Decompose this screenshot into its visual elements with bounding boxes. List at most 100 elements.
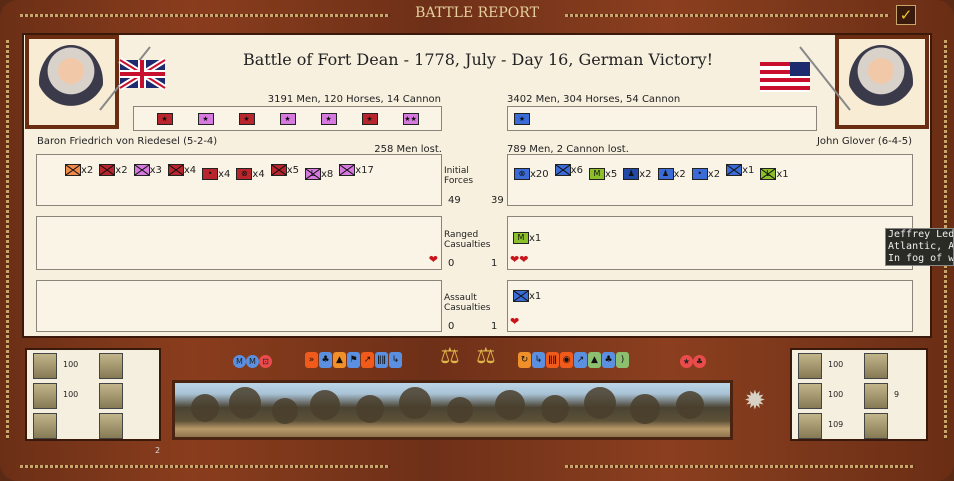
unit-icon[interactable]: ♟ xyxy=(623,168,640,180)
modifier-icon[interactable]: ↳ xyxy=(532,352,545,368)
left-initial-total: 49 xyxy=(448,195,461,206)
unit-icon[interactable] xyxy=(133,164,150,176)
unit-icon[interactable] xyxy=(167,164,184,176)
leader-icon[interactable]: ★ xyxy=(238,112,255,125)
unit-count: x2 xyxy=(673,169,686,180)
tooltip-line: In fog of wa xyxy=(888,253,954,264)
modifier-icon[interactable]: ▲ xyxy=(333,352,346,368)
modifier-icon[interactable]: ★ xyxy=(680,355,693,368)
left-unit[interactable]: x4 xyxy=(167,164,196,176)
modifier-icon[interactable]: ǁǁ xyxy=(375,352,388,368)
forest-trees xyxy=(191,387,704,424)
modifier-icon[interactable]: ⚑ xyxy=(347,352,360,368)
leader-icon[interactable]: ★ xyxy=(514,112,530,125)
left-unit[interactable]: x5 xyxy=(270,164,299,176)
unit-icon[interactable]: • xyxy=(202,168,219,180)
unit-icon[interactable] xyxy=(65,164,81,176)
unit-icon[interactable] xyxy=(339,164,356,176)
modifier-icon[interactable]: ♣ xyxy=(602,352,615,368)
close-button[interactable]: ✓ xyxy=(896,5,916,25)
modifier-icon[interactable]: M xyxy=(233,355,246,368)
tooltip-line: Atlantic, Atla xyxy=(888,241,954,252)
ranged-casualties-label: Ranged Casualties xyxy=(444,230,491,250)
left-stats-panel: 100 100 xyxy=(25,348,161,441)
modifier-icon[interactable]: ◉ xyxy=(560,352,573,368)
modifier-icon[interactable]: ↗ xyxy=(361,352,374,368)
unit-icon[interactable]: L xyxy=(760,168,777,180)
modifier-icon[interactable]: ↳ xyxy=(389,352,402,368)
advance-icon xyxy=(864,383,888,409)
unit-icon[interactable] xyxy=(99,164,116,176)
modifier-icon[interactable]: ↗ xyxy=(574,352,587,368)
modifier-icon[interactable]: ǁǁ xyxy=(546,352,559,368)
right-leaders-box: ★ xyxy=(507,106,817,131)
advance-icon xyxy=(99,383,123,409)
unit-icon[interactable]: • xyxy=(691,168,708,180)
leader-icon[interactable]: ★ xyxy=(156,112,173,125)
right-unit[interactable]: ♟ x2 xyxy=(623,168,652,180)
right-unit[interactable]: • x2 xyxy=(691,168,721,180)
scales-icon: ⚖ xyxy=(476,344,496,369)
modifier-icon[interactable]: M xyxy=(246,355,259,368)
rope-ornament xyxy=(565,465,915,468)
unit-icon[interactable] xyxy=(726,164,743,176)
left-unit[interactable]: x3 xyxy=(133,164,162,176)
modifier-icon[interactable]: ▲ xyxy=(588,352,601,368)
unit-count: x2 xyxy=(707,169,721,180)
ammo-icon xyxy=(33,383,57,409)
left-extra: 2 xyxy=(155,446,161,455)
unit-icon[interactable]: ⊗ xyxy=(514,168,530,180)
unit-count: x5 xyxy=(604,169,618,180)
leader-icon[interactable]: ★★ xyxy=(402,112,419,125)
leader-icon[interactable]: ★ xyxy=(320,112,337,125)
left-unit[interactable]: • x4 xyxy=(202,168,230,180)
unit-icon[interactable] xyxy=(513,290,529,302)
left-unit[interactable]: x2 xyxy=(99,164,128,176)
modifier-icon[interactable]: ♣ xyxy=(319,352,332,368)
left-unit[interactable]: ⊗ x4 xyxy=(236,168,265,180)
right-unit[interactable]: ⊗ x20 xyxy=(514,168,549,180)
unit-icon[interactable]: ⊗ xyxy=(236,168,253,180)
modifier-icon[interactable]: ⊡ xyxy=(259,355,272,368)
left-ammo-value: 100 xyxy=(63,390,79,399)
right-ammo-value: 100 xyxy=(828,390,844,399)
left-unit[interactable]: x17 xyxy=(339,164,374,176)
unit-count: x2 xyxy=(81,165,94,176)
right-commander-portrait xyxy=(835,35,929,129)
modifier-icon[interactable]: » xyxy=(305,352,318,368)
modifier-icon[interactable]: ♣ xyxy=(693,355,706,368)
right-unit[interactable]: x6 xyxy=(554,164,583,176)
unit-icon[interactable] xyxy=(270,164,287,176)
unit-count: x4 xyxy=(252,169,265,180)
unit-icon[interactable] xyxy=(554,164,571,176)
unit-count: x4 xyxy=(218,169,231,180)
leader-icon[interactable]: ★ xyxy=(279,112,296,125)
window-title: BATTLE REPORT xyxy=(415,5,539,21)
unit-icon[interactable]: ♟ xyxy=(657,168,674,180)
left-ranged-total: 0 xyxy=(448,258,455,269)
heart-icon: ❤ xyxy=(428,253,438,266)
left-assault-casualties xyxy=(36,280,442,332)
right-unit[interactable]: x1 xyxy=(726,164,754,176)
unit-icon[interactable]: M xyxy=(513,232,529,244)
unit-count: x1 xyxy=(529,291,542,302)
leader-icon[interactable]: ★ xyxy=(197,112,214,125)
right-unit[interactable]: x1 xyxy=(513,290,541,302)
infantry-icon xyxy=(864,413,888,439)
left-unit[interactable]: x2 xyxy=(65,164,93,176)
unit-icon[interactable]: M xyxy=(588,168,605,180)
right-losses: 789 Men, 2 Cannon lost. xyxy=(507,144,629,155)
scales-icon: ⚖ xyxy=(440,344,460,369)
modifier-icon[interactable]: ) xyxy=(616,352,629,368)
unit-icon[interactable]: L xyxy=(304,168,321,180)
right-assault-total: 1 xyxy=(491,321,498,332)
right-unit[interactable]: ♟ x2 xyxy=(657,168,686,180)
modifier-icon[interactable]: ↻ xyxy=(518,352,531,368)
leader-icon[interactable]: ★ xyxy=(361,112,378,125)
